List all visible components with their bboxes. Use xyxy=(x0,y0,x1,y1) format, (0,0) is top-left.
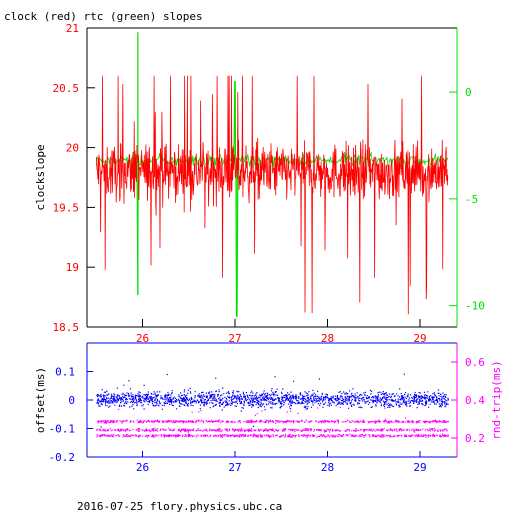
rtc-tick-label: -5 xyxy=(465,193,478,206)
slope-tick-label: 20.5 xyxy=(53,82,80,95)
slope-chart: 18.5 19 19.5 20 20.5 21 -10 -5 0 26 27 28 29 clockslo… xyxy=(34,22,485,345)
day-tick-label: 29 xyxy=(413,332,426,345)
rtc-tick-label: -10 xyxy=(465,300,485,313)
offset-points xyxy=(96,373,449,428)
day-tick-label: 28 xyxy=(321,461,334,474)
rndtrip-tick-label: 0.2 xyxy=(465,432,485,445)
day-tick-label: 26 xyxy=(136,332,149,345)
rndtrip-tick-label: 0.4 xyxy=(465,394,485,407)
rtc-slope-line xyxy=(95,81,449,317)
chart-title: clock (red) rtc (green) slopes xyxy=(4,10,203,23)
rtc-tick-label: 0 xyxy=(465,86,472,99)
slope-tick-label: 21 xyxy=(66,22,79,35)
offset-tick-label: -0.2 xyxy=(49,451,76,464)
footer-label: 2016-07-25 flory.physics.ubc.ca xyxy=(77,500,282,512)
offset-y-label: offset(ms) xyxy=(34,367,47,433)
offset-tick-label: -0.1 xyxy=(49,423,76,436)
slope-tick-label: 20 xyxy=(66,142,79,155)
offset-chart: -0.2 -0.1 0 0.1 0.2 0.4 0.6 26 27 28 29 offset(ms) r… xyxy=(34,342,503,474)
slope-tick-label: 19 xyxy=(66,261,79,274)
slope-tick-label: 18.5 xyxy=(53,321,80,334)
offset-tick-label: 0.1 xyxy=(55,366,75,379)
offset-tick-label: 0 xyxy=(68,394,75,407)
day-tick-label: 28 xyxy=(321,332,334,345)
rndtrip-tick-label: 0.6 xyxy=(465,356,485,369)
day-tick-label: 26 xyxy=(136,461,149,474)
clock-slope-line xyxy=(95,75,449,315)
day-tick-label: 27 xyxy=(228,461,241,474)
slope-tick-label: 19.5 xyxy=(53,201,80,214)
slope-y-label: clockslope xyxy=(34,144,47,210)
day-tick-label: 29 xyxy=(413,461,426,474)
day-tick-label: 27 xyxy=(228,332,241,345)
rndtrip-y-label: rnd-trip(ms) xyxy=(490,360,503,439)
rndtrip-points xyxy=(96,396,449,439)
